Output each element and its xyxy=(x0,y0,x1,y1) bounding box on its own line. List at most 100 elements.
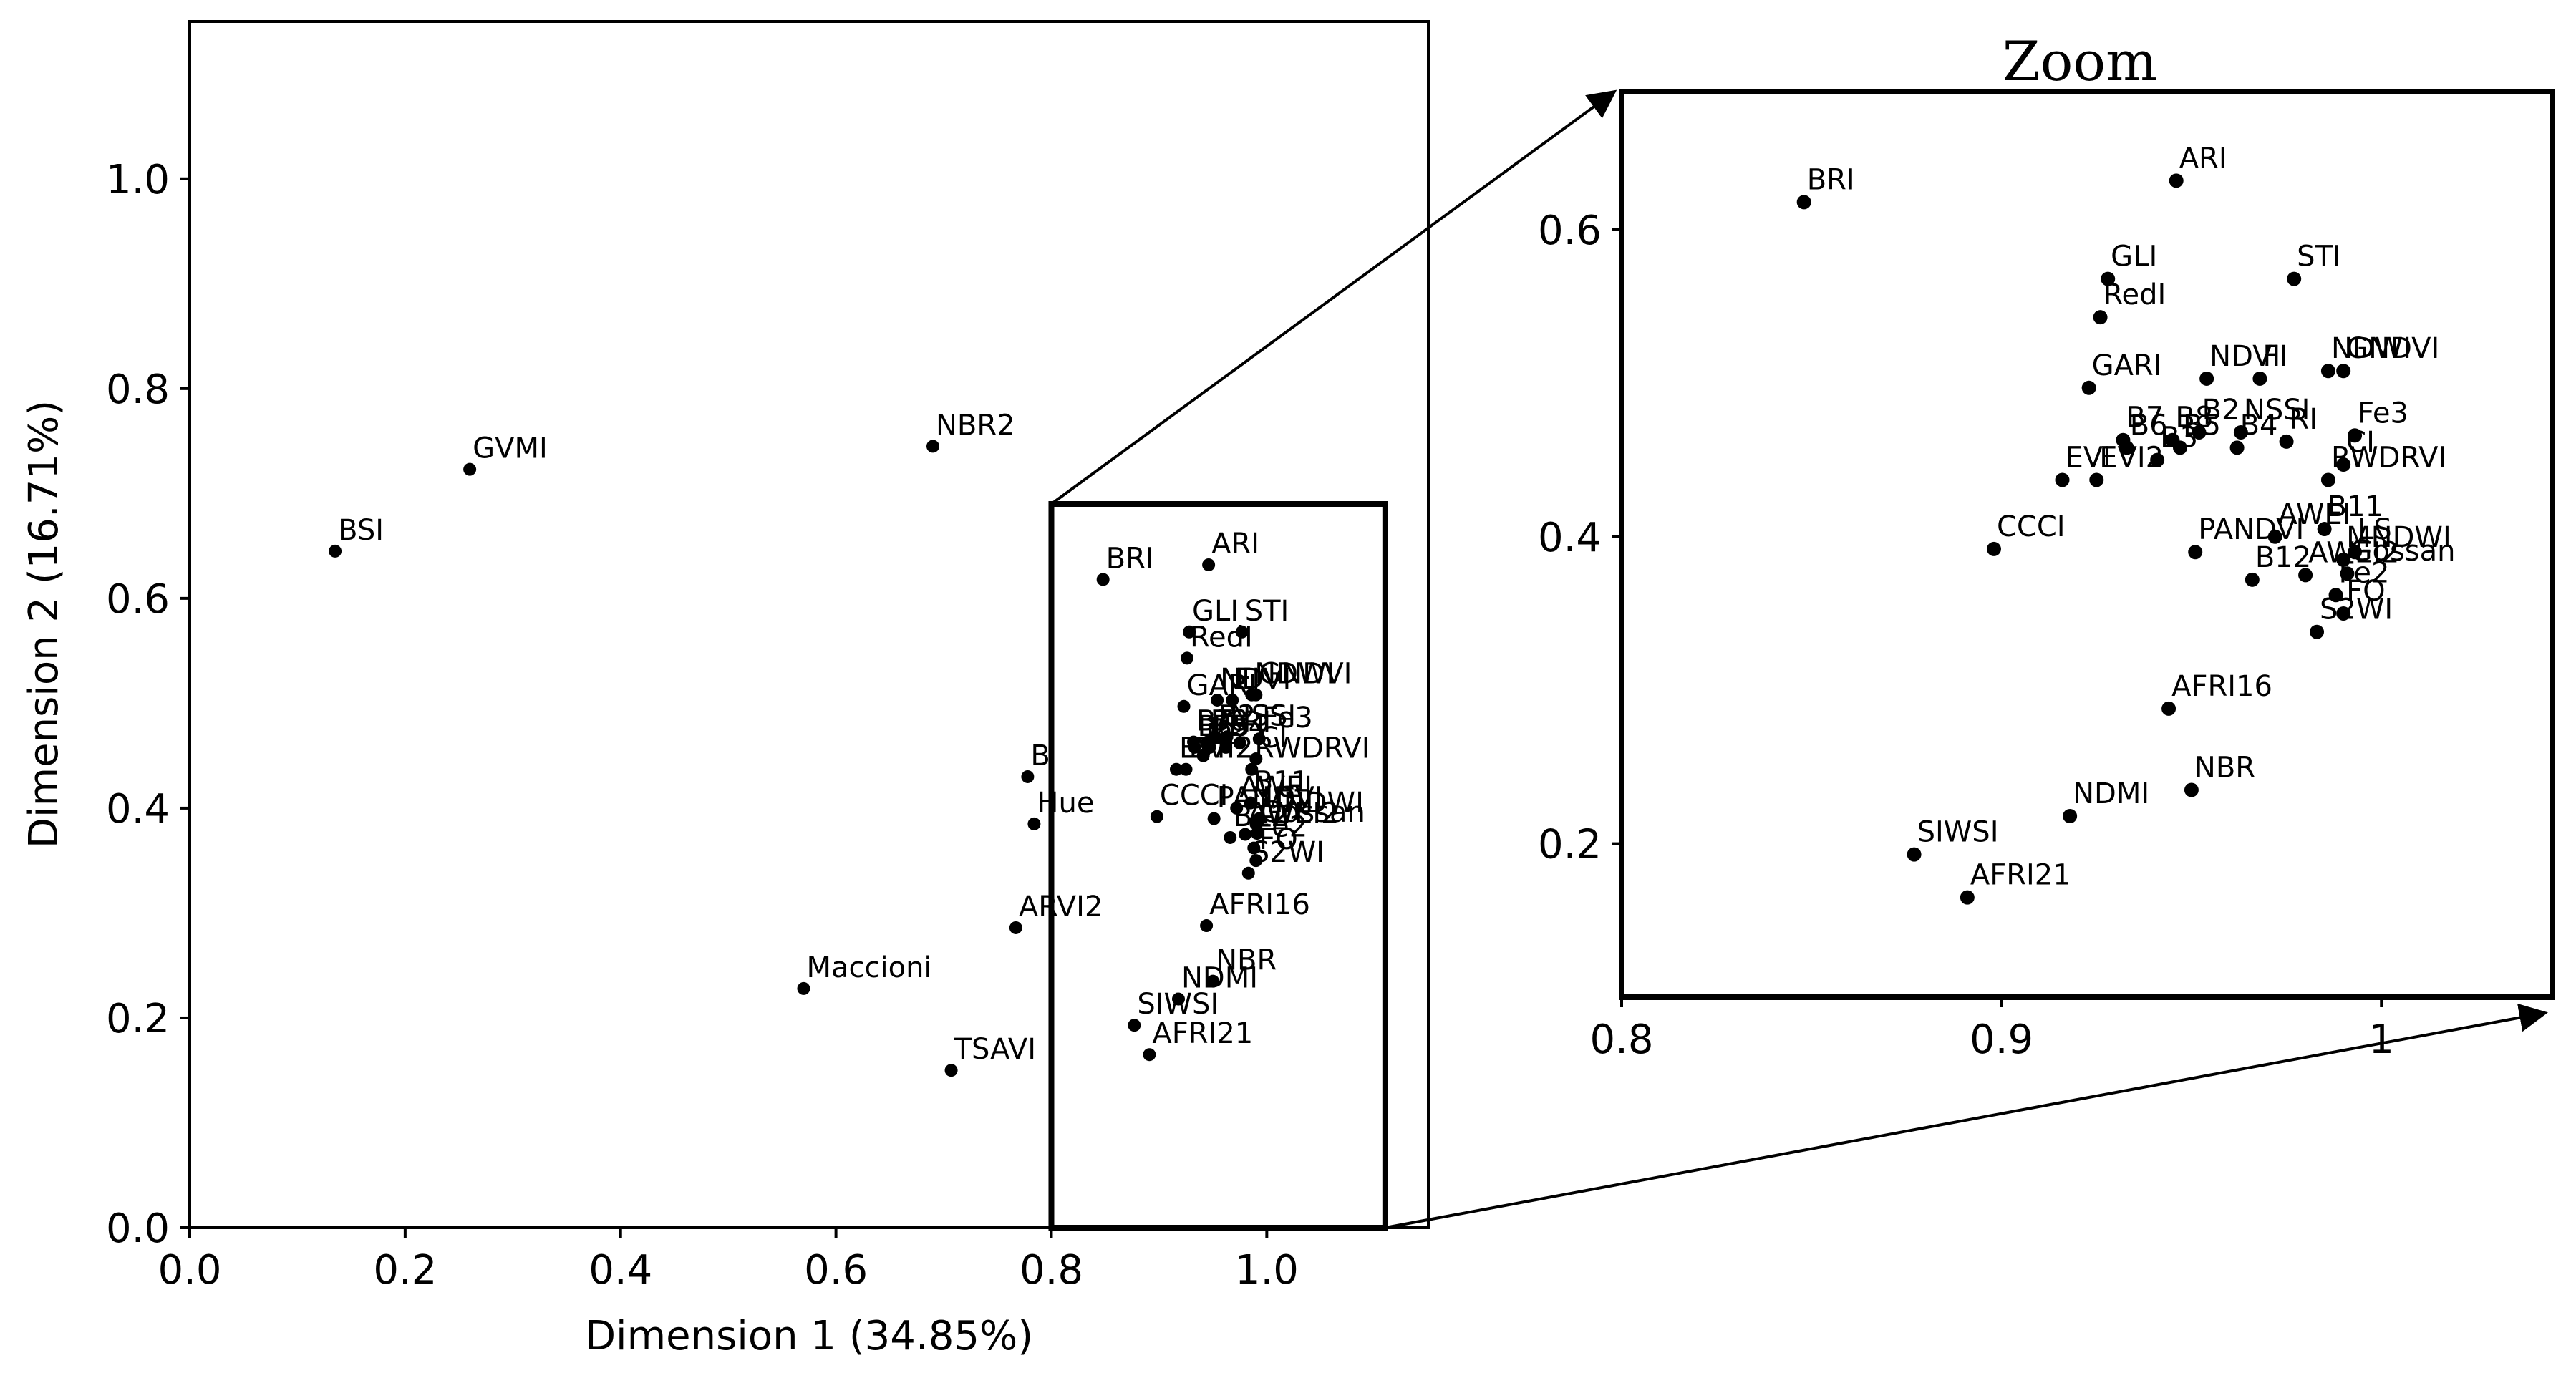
x-tick-label: 0.8 xyxy=(1589,1017,1653,1063)
zoom-plot-frame xyxy=(1619,89,2555,1000)
point-label: RWDRVI xyxy=(1254,732,1370,765)
data-point xyxy=(2320,472,2335,487)
data-point xyxy=(2192,424,2207,440)
point-label: AFRI16 xyxy=(1209,888,1310,921)
zoom-title: Zoom xyxy=(2003,29,2157,93)
point-label: NDWI xyxy=(1254,658,1335,691)
data-point xyxy=(1249,752,1263,766)
main-plot-frame xyxy=(188,20,1430,1229)
point-label: AFRI21 xyxy=(1152,1017,1253,1050)
x-tick-label: 0.9 xyxy=(1970,1017,2033,1063)
data-point xyxy=(1245,762,1259,776)
data-point xyxy=(1960,890,1975,905)
zoom-scatter-plot: Zoom 0.8 0.9 1 0.2 0.4 0.6 BRI ARI GLI STI RedI GA… xyxy=(1538,29,2555,1063)
point-label: NBR xyxy=(2194,752,2255,785)
data-point xyxy=(1096,573,1110,586)
data-point xyxy=(1220,730,1234,744)
data-point xyxy=(1177,699,1191,713)
data-point xyxy=(1188,740,1201,754)
main-data-points: BSI GVMI NBR2 Maccioni TSAVI ARVI2 B Hue BRI ARI G… xyxy=(329,409,1370,1077)
data-point xyxy=(1206,974,1220,988)
data-point xyxy=(2336,606,2351,621)
main-y-axis-title: Dimension 2 (16.71%) xyxy=(21,400,67,848)
point-label: EVI2 xyxy=(2099,441,2164,474)
data-point xyxy=(463,462,477,476)
x-tick-label: 0.4 xyxy=(589,1247,652,1294)
point-label: B2 xyxy=(1218,699,1256,732)
point-label: Fe2 xyxy=(2339,556,2390,589)
point-label: STI xyxy=(2297,241,2341,273)
main-scatter-plot: 0.0 0.2 0.4 0.6 0.8 1.00.00.20.40.60.81.0 BSI… xyxy=(21,20,1430,1359)
data-point xyxy=(2348,428,2363,443)
point-label: AWEI xyxy=(2278,498,2351,531)
data-point xyxy=(2119,440,2134,455)
data-point xyxy=(2336,552,2351,567)
point-label: BRI xyxy=(1106,542,1154,575)
point-label: GVMI xyxy=(473,432,548,465)
point-label: B6 xyxy=(1198,710,1236,743)
y-tick-label: 0.6 xyxy=(106,576,170,623)
data-point xyxy=(1252,732,1266,746)
y-tick-label: 1.0 xyxy=(106,157,170,203)
data-point xyxy=(1009,921,1022,934)
point-label: B6 xyxy=(2130,409,2168,442)
point-label: B3 xyxy=(2160,422,2198,455)
data-point xyxy=(1224,830,1237,844)
point-label: B3 xyxy=(1206,719,1244,752)
data-point xyxy=(1027,817,1041,830)
data-point xyxy=(1250,827,1264,840)
data-point xyxy=(1249,688,1263,702)
data-point xyxy=(1196,749,1210,762)
data-point xyxy=(1211,693,1224,707)
zoom-axis-ticks: 0.8 0.9 1 0.2 0.4 0.6 xyxy=(1538,208,2394,1063)
data-point xyxy=(1179,762,1193,776)
x-tick-label: 1 xyxy=(2368,1017,2394,1063)
point-label: GNDVI xyxy=(1259,658,1352,691)
point-label: NSSI xyxy=(1230,699,1297,732)
data-point xyxy=(2089,472,2104,487)
data-point xyxy=(2245,572,2260,587)
x-tick-label: 0.2 xyxy=(373,1247,437,1294)
point-label: AFRI21 xyxy=(1970,859,2071,892)
data-point xyxy=(1171,992,1185,1006)
point-label: FO xyxy=(2346,575,2386,608)
data-point xyxy=(1200,919,1214,933)
point-label: NDWI xyxy=(2331,332,2411,365)
point-label: B12 xyxy=(2255,541,2311,574)
data-point xyxy=(2093,310,2108,325)
data-point xyxy=(2233,424,2248,440)
point-label: AWEI2 xyxy=(1248,797,1339,830)
point-label: Maccioni xyxy=(806,951,931,984)
point-label: AWEI xyxy=(1239,771,1312,804)
data-point xyxy=(2252,371,2267,386)
data-point xyxy=(2310,624,2325,639)
data-point xyxy=(1226,693,1239,707)
main-axis-ticks: 0.0 0.2 0.4 0.6 0.8 1.0 0.0 0.2 0.4 0.6 0.8 1.0 xyxy=(106,157,1299,1294)
data-point xyxy=(1209,730,1222,744)
data-point xyxy=(2336,364,2351,379)
data-point xyxy=(2055,472,2070,487)
point-label: Fe3 xyxy=(1262,702,1313,734)
point-label: B5 xyxy=(1213,710,1251,743)
point-label: GNDVI xyxy=(2346,332,2439,365)
data-point xyxy=(2229,440,2245,455)
point-label: EVI xyxy=(1179,732,1225,765)
y-tick-label: 0.2 xyxy=(106,996,170,1042)
point-label: NDMI xyxy=(2073,777,2149,810)
point-label: LS xyxy=(2358,513,2392,546)
point-label: ARVI2 xyxy=(1019,891,1103,923)
data-point xyxy=(2340,566,2355,581)
data-point xyxy=(2101,271,2116,286)
point-label: B11 xyxy=(2328,490,2383,523)
y-tick-label: 0.4 xyxy=(1538,515,1602,561)
point-label: Fe2 xyxy=(1256,811,1307,844)
point-label: RWDRVI xyxy=(2331,441,2446,474)
data-point xyxy=(2169,173,2184,188)
data-point xyxy=(2287,271,2302,286)
point-label: Gossan xyxy=(1260,796,1365,829)
data-point xyxy=(1247,841,1261,855)
data-point xyxy=(2348,545,2363,560)
point-label: CCCI xyxy=(1997,510,2066,543)
data-point xyxy=(1233,737,1246,750)
